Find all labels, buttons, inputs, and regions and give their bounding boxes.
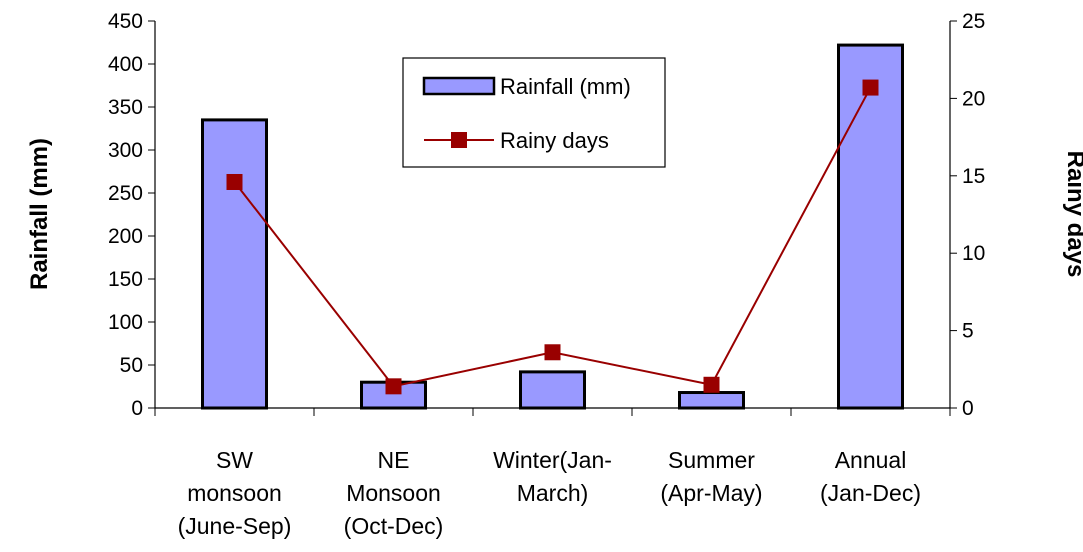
category-label-1-1: Monsoon xyxy=(346,480,441,506)
left-tick-label-0: 0 xyxy=(131,397,143,420)
right-tick-label-1: 5 xyxy=(962,320,974,343)
category-label-0-0: SW xyxy=(216,447,253,473)
left-axis-title: Rainfall (mm) xyxy=(26,138,53,290)
left-tick-label-9: 450 xyxy=(108,10,143,33)
right-tick-label-4: 20 xyxy=(962,87,985,110)
right-axis-title: Rainy days xyxy=(1062,151,1083,278)
category-label-2-1: March) xyxy=(517,480,589,506)
category-label-0-2: (June-Sep) xyxy=(178,513,292,539)
rainfall-bar-0 xyxy=(201,118,268,410)
category-label-2-0: Winter(Jan- xyxy=(493,447,612,473)
legend-rainfall-label: Rainfall (mm) xyxy=(500,74,631,99)
rainy-days-marker-0 xyxy=(226,173,243,190)
right-tick-label-5: 25 xyxy=(962,10,985,33)
rainy-days-marker-1 xyxy=(385,378,402,395)
left-tick-label-5: 250 xyxy=(108,182,143,205)
rainfall-bar-3 xyxy=(678,391,745,410)
rainy-days-marker-2 xyxy=(544,344,561,361)
left-tick-label-2: 100 xyxy=(108,311,143,334)
left-tick-label-7: 350 xyxy=(108,96,143,119)
category-label-1-0: NE xyxy=(378,447,410,473)
rainy-days-marker-4 xyxy=(862,79,879,96)
category-label-3-0: Summer xyxy=(668,447,755,473)
left-tick-label-8: 400 xyxy=(108,53,143,76)
rainy-days-marker-3 xyxy=(703,376,720,393)
right-tick-label-0: 0 xyxy=(962,397,974,420)
right-tick-label-3: 15 xyxy=(962,165,985,188)
category-label-1-2: (Oct-Dec) xyxy=(344,513,444,539)
left-tick-label-6: 300 xyxy=(108,139,143,162)
left-tick-label-4: 200 xyxy=(108,225,143,248)
category-label-4-0: Annual xyxy=(835,447,907,473)
legend-rainy-days-marker xyxy=(451,132,467,148)
left-tick-label-3: 150 xyxy=(108,268,143,291)
rainfall-bar-2 xyxy=(519,370,586,410)
category-label-4-1: (Jan-Dec) xyxy=(820,480,921,506)
legend-box xyxy=(402,57,666,168)
legend-rainfall-swatch xyxy=(422,76,496,96)
left-tick-label-1: 50 xyxy=(120,354,143,377)
rainfall-bar-4 xyxy=(837,43,904,410)
legend-rainy-days-label: Rainy days xyxy=(500,128,609,153)
category-label-0-1: monsoon xyxy=(187,480,282,506)
category-label-3-1: (Apr-May) xyxy=(660,480,762,506)
right-tick-label-2: 10 xyxy=(962,242,985,265)
